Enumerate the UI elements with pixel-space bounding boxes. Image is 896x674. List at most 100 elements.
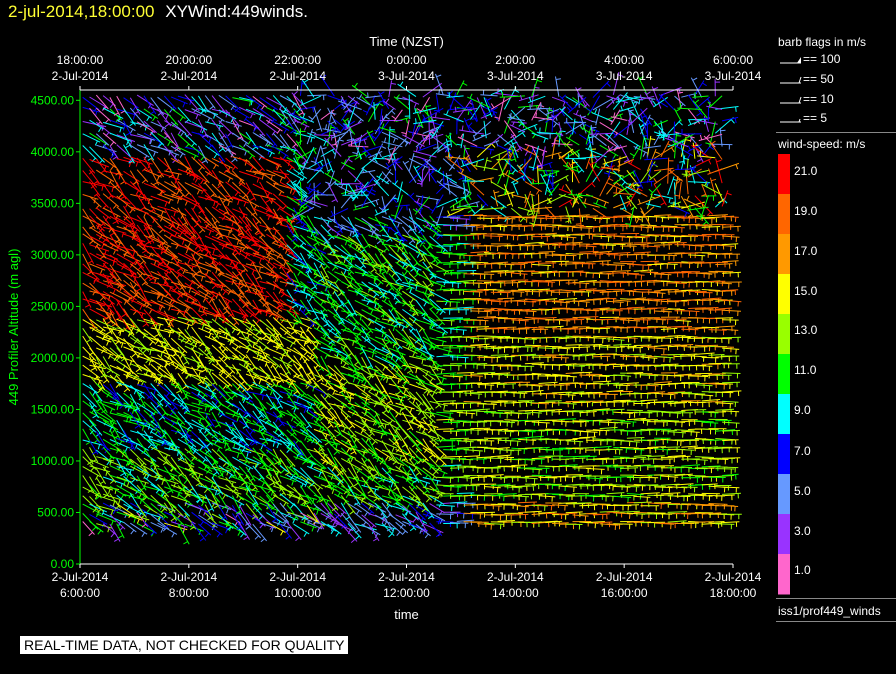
wind-barb-flag: [173, 286, 178, 291]
wind-barb: [211, 132, 226, 152]
wind-barb-flag: [439, 310, 444, 316]
wind-barb-flag: [303, 532, 308, 537]
wind-barb-flag: [212, 248, 215, 254]
wind-barb-flag: [200, 312, 206, 317]
wind-barb-flag: [221, 505, 227, 510]
wind-barb-flag: [405, 452, 411, 456]
wind-barb-flag: [415, 146, 419, 152]
wind-barb: [291, 206, 315, 220]
wind-barb: [395, 290, 409, 306]
wind-barb-flag: [168, 174, 174, 178]
wind-barb-flag: [306, 228, 312, 233]
wind-barb-flag: [365, 477, 370, 483]
wind-barb-flag: [274, 461, 280, 465]
wind-barb: [232, 447, 252, 454]
wind-barb: [286, 326, 306, 334]
wind-barb: [415, 475, 430, 494]
wind-barb-flag: [131, 298, 135, 303]
wind-barb-flag: [230, 474, 236, 478]
wind-barb-flag: [112, 288, 116, 294]
wind-barb: [361, 493, 382, 509]
wind-barb: [293, 132, 316, 139]
wind-barb-flag: [135, 161, 139, 167]
wind-barb: [89, 181, 101, 197]
wind-barb-flag: [132, 181, 138, 185]
wind-barb-flag: [297, 366, 303, 371]
wind-barb: [381, 430, 400, 438]
wind-barb-flag: [107, 305, 110, 311]
wind-barb-flag: [93, 192, 99, 197]
wind-barb-flag: [132, 408, 135, 414]
wind-barb-flag: [276, 405, 282, 409]
wind-barb-flag: [269, 482, 275, 486]
wind-barb-flag: [138, 272, 143, 278]
wind-barb-flag: [119, 196, 125, 200]
wind-barb-flag: [224, 443, 227, 449]
wind-barb-flag: [258, 168, 263, 173]
wind-barb-flag: [160, 211, 164, 217]
wind-barb-flag: [310, 160, 316, 163]
wind-barb: [381, 329, 392, 345]
wind-barb-flag: [167, 329, 173, 334]
wind-barb-flag: [189, 99, 192, 105]
wind-barb: [266, 262, 279, 278]
wind-barb: [443, 326, 460, 329]
wind-barb: [347, 338, 366, 348]
wind-barb-flag: [277, 343, 283, 347]
wind-barb: [170, 206, 187, 217]
wind-barb: [266, 195, 284, 210]
wind-barb-flag: [304, 195, 308, 201]
wind-barb-flag: [170, 517, 176, 522]
wind-barb-flag: [139, 305, 143, 311]
wind-barb: [109, 391, 126, 408]
wind-barb-flag: [199, 521, 204, 526]
wind-barb-flag: [380, 375, 384, 381]
wind-barb: [381, 449, 405, 457]
wind-barb: [314, 145, 322, 166]
wind-barb: [157, 467, 178, 477]
wind-barb: [415, 402, 428, 420]
wind-barb-flag: [343, 159, 347, 165]
wind-barb-flag: [304, 482, 308, 488]
wind-barb-flag: [368, 261, 374, 266]
wind-barb-flag: [308, 115, 313, 120]
wind-barb: [415, 319, 435, 326]
wind-barb-flag: [120, 472, 126, 477]
wind-barb-flag: [384, 137, 387, 143]
wind-barb: [419, 97, 431, 114]
wind-barb-flag: [392, 528, 395, 534]
wind-barb-flag: [405, 118, 409, 124]
wind-barb-flag: [240, 533, 245, 538]
wind-barb: [252, 393, 267, 410]
wind-barb: [456, 270, 477, 272]
wind-barb: [388, 347, 406, 356]
wind-barb-flag: [335, 306, 339, 312]
wind-barb: [163, 466, 175, 481]
wind-barb-flag: [381, 515, 386, 520]
wind-barb: [150, 245, 166, 265]
wind-barb-flag: [354, 529, 360, 534]
wind-barb: [252, 183, 273, 195]
wind-barb-flag: [110, 532, 115, 538]
wind-barb-flag: [363, 380, 367, 386]
wind-barb: [204, 512, 219, 526]
wind-barb-flag: [101, 185, 104, 191]
wind-barb-flag: [168, 223, 174, 227]
wind-barb-flag: [109, 408, 113, 414]
wind-barb: [259, 354, 277, 366]
wind-barb-flag: [98, 127, 102, 133]
wind-barb-flag: [198, 509, 202, 514]
wind-barb: [130, 193, 153, 201]
wind-barb-flag: [225, 374, 230, 379]
wind-barb-flag: [424, 163, 429, 168]
wind-barb-flag: [311, 196, 314, 202]
wind-barb-flag: [332, 132, 336, 138]
wind-barb-flag: [406, 205, 408, 211]
wind-barb-flag: [409, 328, 414, 333]
wind-barb-flag: [300, 99, 304, 105]
wind-barb: [347, 514, 362, 533]
wind-barb-flag: [317, 526, 323, 530]
wind-barb: [422, 107, 444, 121]
wind-barb-flag: [412, 517, 417, 523]
